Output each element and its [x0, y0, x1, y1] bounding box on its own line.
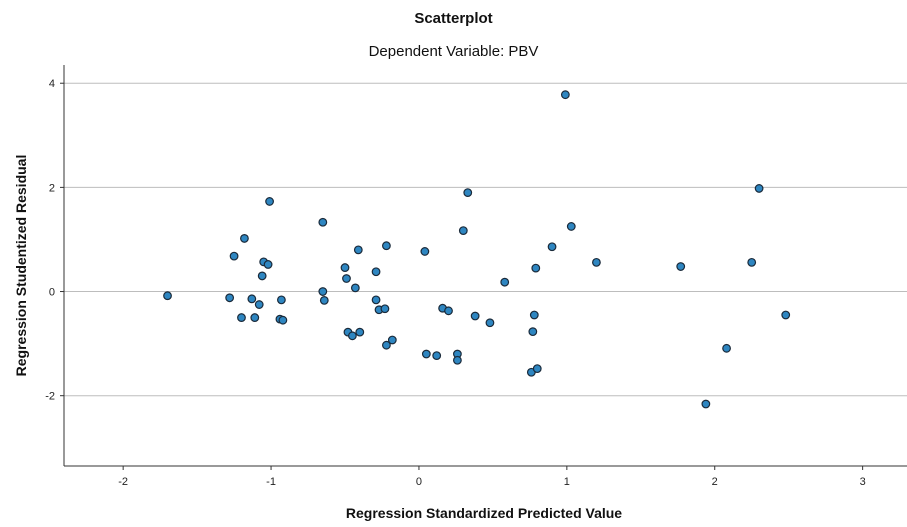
data-point [340, 263, 350, 272]
y-axis-label: Regression Studentized Residual [13, 155, 29, 377]
data-point [250, 313, 260, 322]
data-point [382, 340, 391, 350]
data-point [277, 295, 286, 305]
data-point [257, 271, 267, 281]
x-tick-label: 2 [712, 476, 718, 488]
data-point [229, 251, 239, 261]
y-tick-label: 2 [49, 182, 55, 194]
data-point [722, 343, 731, 353]
tick-labels: -2 0 2 4 -2 -1 0 1 2 3 [45, 78, 865, 488]
data-point [432, 351, 442, 360]
data-point [781, 310, 791, 320]
data-point [371, 295, 381, 305]
data-point [163, 291, 172, 301]
data-point [347, 331, 357, 341]
x-tick-label: -2 [118, 476, 128, 488]
data-points [163, 90, 791, 409]
chart-subtitle: Dependent Variable: PBV [368, 43, 539, 60]
data-point [319, 295, 329, 305]
data-point [420, 247, 430, 256]
data-point [421, 349, 431, 359]
chart-title: Scatterplot [414, 10, 493, 27]
data-point [560, 90, 570, 100]
data-point [380, 304, 390, 314]
data-point [444, 306, 453, 316]
grid-lines [64, 82, 907, 397]
data-point [453, 355, 462, 365]
data-point [592, 257, 601, 267]
y-tick-label: 0 [49, 287, 55, 299]
data-point [529, 310, 539, 320]
data-point [485, 318, 495, 328]
x-tick-label: -1 [266, 476, 276, 488]
data-point [547, 242, 557, 252]
data-point [353, 245, 363, 255]
data-point [566, 222, 576, 231]
data-point [237, 313, 246, 322]
data-point [747, 257, 757, 267]
data-point [754, 184, 764, 193]
x-tick-label: 0 [416, 476, 422, 488]
data-point [500, 277, 510, 287]
data-point [470, 311, 480, 321]
data-point [463, 188, 473, 197]
data-point [387, 335, 397, 345]
data-point [342, 274, 351, 283]
data-point [531, 263, 541, 273]
data-point [458, 226, 468, 236]
y-tick-label: -2 [45, 391, 55, 403]
data-point [278, 315, 288, 325]
data-point [225, 293, 235, 303]
data-point [676, 262, 686, 271]
data-point [254, 300, 264, 309]
data-point [265, 197, 274, 206]
data-point [240, 234, 249, 243]
x-tick-label: 3 [860, 476, 866, 488]
data-point [318, 217, 328, 227]
y-tick-label: 4 [49, 78, 55, 90]
data-point [355, 327, 365, 337]
data-point [247, 294, 257, 304]
data-point [371, 267, 381, 277]
data-point [263, 260, 273, 269]
x-axis-label: Regression Standardized Predicted Value [346, 505, 622, 521]
data-point [382, 241, 391, 251]
data-point [532, 364, 542, 374]
x-tick-label: 1 [564, 476, 570, 488]
data-point [350, 283, 360, 293]
data-point [701, 399, 711, 409]
data-point [528, 327, 538, 337]
data-point [318, 287, 328, 296]
axes [60, 65, 907, 470]
